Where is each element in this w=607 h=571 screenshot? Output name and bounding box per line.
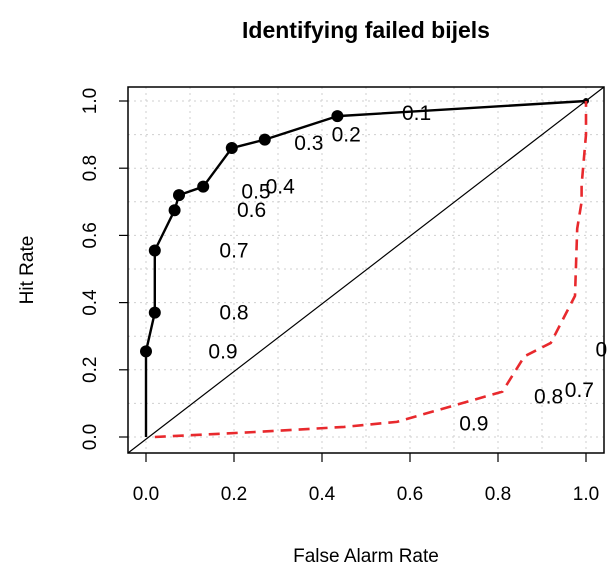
threshold-label: 0.8 <box>534 386 563 409</box>
threshold-label: 0.7 <box>219 240 248 263</box>
chart-title: Identifying failed bijels <box>242 17 490 43</box>
x-tick-label: 0.4 <box>309 484 336 505</box>
x-tick-label: 0.0 <box>133 484 159 505</box>
x-tick-label: 1.0 <box>573 484 599 505</box>
threshold-label: 0.2 <box>332 124 361 147</box>
series-1-point <box>168 204 181 217</box>
reference-diagonal <box>127 86 605 454</box>
series-line-2 <box>154 101 588 439</box>
threshold-label: 0.1 <box>402 102 431 125</box>
series-1-point <box>197 180 210 193</box>
threshold-label: 0.8 <box>219 302 248 325</box>
y-tick-label: 0.4 <box>80 289 101 316</box>
reference-line-layer <box>127 86 605 454</box>
threshold-label: 0 <box>596 339 607 362</box>
y-tick-label: 1.0 <box>80 88 101 114</box>
series-1-point <box>148 244 161 257</box>
threshold-label: 0.6 <box>237 199 266 222</box>
series-1-point <box>140 345 152 358</box>
x-tick-label: 0.6 <box>397 484 423 505</box>
plot-frame <box>127 86 605 454</box>
threshold-label: 0.7 <box>565 379 594 402</box>
series-1-point <box>148 306 161 319</box>
threshold-label: 0.4 <box>266 176 296 199</box>
y-tick-label: 0.8 <box>80 155 101 181</box>
x-tick-label: 0.8 <box>485 484 511 505</box>
threshold-label: 0.3 <box>294 132 323 155</box>
y-tick-label: 0.6 <box>80 222 101 248</box>
threshold-label: 0.9 <box>459 413 488 436</box>
threshold-label: 0.5 <box>241 181 270 204</box>
series-1-point <box>225 142 238 155</box>
series-1-point <box>173 189 185 202</box>
x-tick-label: 0.2 <box>221 484 247 505</box>
annotation-layer: 0.10.20.30.40.50.60.70.80.90.90.8 0.70 <box>208 102 607 436</box>
y-tick-label: 0.0 <box>80 424 101 450</box>
axes: 0.0 0.2 0.4 0.6 0.8 1.00.00.20.40.60.81.0 <box>80 88 599 505</box>
threshold-label: 0.9 <box>208 340 237 363</box>
series-layer <box>140 98 589 439</box>
x-axis-label: False Alarm Rate <box>293 546 439 567</box>
series-1-point <box>258 133 271 146</box>
series-1-point <box>331 110 344 123</box>
y-axis-label: Hit Rate <box>17 236 38 305</box>
y-tick-label: 0.2 <box>80 357 101 383</box>
